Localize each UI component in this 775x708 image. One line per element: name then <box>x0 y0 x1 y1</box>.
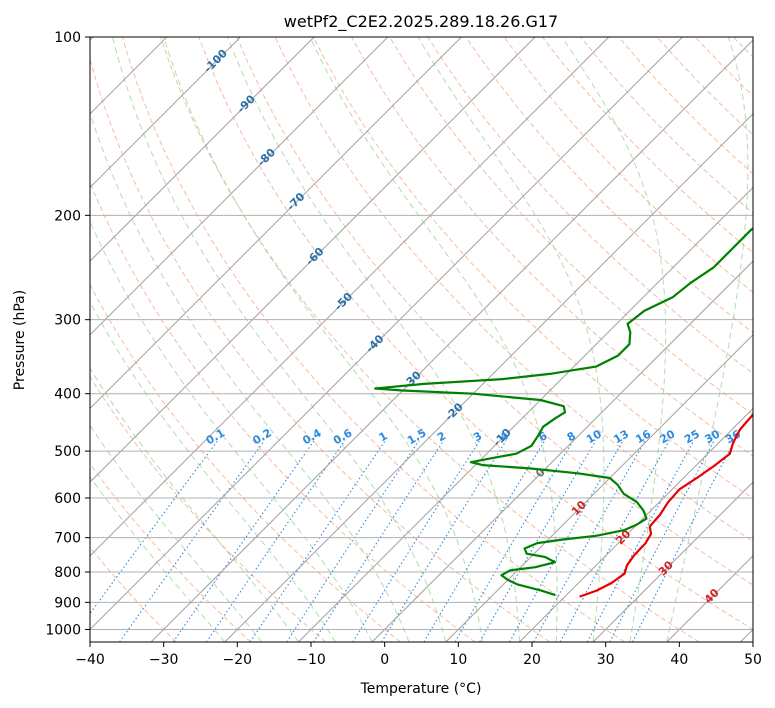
isotherm-line <box>150 39 753 642</box>
x-tick-label: −30 <box>149 652 179 668</box>
moist-adiabat-line <box>112 37 447 642</box>
isotherm-line <box>90 37 462 410</box>
mixing-ratio-line <box>249 440 386 642</box>
dry-adiabat-line <box>90 462 252 642</box>
mixing-ratio-line <box>90 440 219 615</box>
profiles <box>374 226 753 598</box>
isotherm-line <box>90 37 610 557</box>
dry-adiabat-line <box>90 376 326 642</box>
x-tick-label: 30 <box>597 652 615 668</box>
x-axis-label: Temperature (°C) <box>360 681 482 697</box>
x-tick-label: 50 <box>744 652 762 668</box>
moist-adiabat-line <box>666 37 749 642</box>
temperature-profile <box>579 412 753 598</box>
mixing-ratio-line <box>479 440 597 642</box>
dry-adiabat-line <box>236 37 753 586</box>
mixing-ratio-line <box>352 440 481 642</box>
y-tick-label: 800 <box>54 565 81 581</box>
isotherm-line <box>592 481 753 642</box>
moist-adiabat-line <box>90 111 410 642</box>
mixing-ratio-line <box>119 440 265 642</box>
moist-adiabat-line <box>90 476 226 642</box>
moist-adiabat-line <box>561 37 667 642</box>
moist-adiabat-line <box>90 220 373 642</box>
y-tick-label: 700 <box>54 531 81 547</box>
dry-adiabat-line <box>312 37 753 499</box>
y-tick-label: 1000 <box>45 622 81 638</box>
isotherm-line <box>371 260 753 642</box>
dry-adiabat-line <box>90 546 177 642</box>
dry-adiabat-line <box>389 37 753 416</box>
background-lines <box>90 37 753 642</box>
y-tick-label: 200 <box>54 208 81 224</box>
moist-adiabat-line <box>90 301 336 642</box>
x-tick-label: 0 <box>380 652 389 668</box>
dewpoint-profile <box>374 226 753 597</box>
y-tick-label: 500 <box>54 444 81 460</box>
dry-adiabat-line <box>121 37 625 642</box>
isotherm-line <box>90 37 536 483</box>
moist-adiabat-line <box>163 37 484 642</box>
x-tick-label: 20 <box>523 652 541 668</box>
x-tick-label: 40 <box>670 652 688 668</box>
dry-adiabat-line <box>90 57 550 642</box>
y-tick-label: 600 <box>54 491 81 507</box>
x-tick-label: −40 <box>75 652 105 668</box>
mixing-ratio-line <box>559 440 670 642</box>
dry-adiabat-line <box>427 37 753 374</box>
mixing-ratio-line <box>509 440 624 642</box>
dry-adiabat-line <box>90 181 476 642</box>
x-tick-label: −10 <box>296 652 326 668</box>
isotherm-line <box>90 37 683 631</box>
x-tick-label: −20 <box>223 652 253 668</box>
mixing-ratio-line <box>454 440 574 642</box>
dry-adiabat-line <box>198 37 753 630</box>
mixing-ratio-line <box>632 440 736 642</box>
y-tick-label: 400 <box>54 387 81 403</box>
moist-adiabat-line <box>309 37 558 642</box>
isotherm-line <box>298 186 753 642</box>
y-axis-label: Pressure (hPa) <box>12 290 28 390</box>
y-tick-label: 300 <box>54 313 81 329</box>
y-tick-label: 900 <box>54 595 81 611</box>
mixing-ratio-line <box>423 440 546 642</box>
x-tick-label: 10 <box>449 652 467 668</box>
pressure-gridlines <box>90 37 753 630</box>
moist-adiabat-line <box>227 37 520 642</box>
mixing-ratio-line <box>172 440 315 642</box>
plot-background <box>90 37 753 642</box>
mixing-ratio-line <box>313 440 445 642</box>
chart-title: wetPf2_C2E2.2025.289.18.26.G17 <box>284 12 558 32</box>
mixing-ratio-line <box>286 440 420 642</box>
isotherm-line <box>519 407 753 642</box>
moist-adiabat-line <box>417 37 605 642</box>
isotherm-line <box>90 37 241 189</box>
isotherm-line <box>224 113 753 642</box>
plot-frame <box>89 36 754 643</box>
isotherm-line <box>90 37 389 336</box>
isotherm-line <box>90 37 315 262</box>
dry-adiabat-line <box>503 37 753 294</box>
axes: −40 −30 −20 −10 0 10 20 30 40 50 100 200 300 400 500 60… <box>45 30 762 668</box>
y-tick-label: 100 <box>54 30 81 46</box>
moist-adiabat-line <box>90 424 262 642</box>
